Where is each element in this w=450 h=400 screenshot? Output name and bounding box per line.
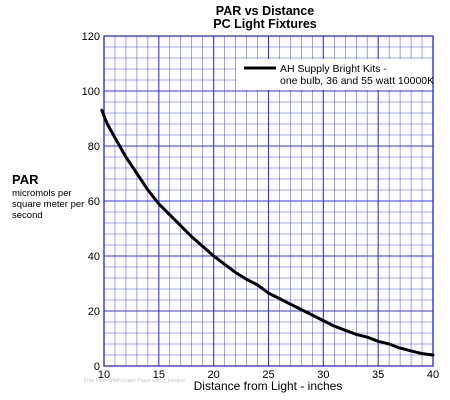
x-tick-label: 20 <box>208 369 220 381</box>
graph-paper-watermark: Free Multi-Width Graph Paper with ... bo… <box>84 378 185 384</box>
y-tick-label: 0 <box>94 361 100 373</box>
series-group <box>100 108 435 357</box>
y-tick-label: 120 <box>82 31 100 43</box>
grid <box>103 35 434 367</box>
x-tick-label: 25 <box>262 369 274 381</box>
legend-label: AH Supply Bright Kits -one bulb, 36 and … <box>280 63 434 87</box>
series-line <box>100 108 435 357</box>
chart-title: PAR vs Distance <box>215 4 315 18</box>
legend: AH Supply Bright Kits -one bulb, 36 and … <box>236 59 434 90</box>
y-tick-label: 100 <box>82 86 100 98</box>
x-tick-label: 30 <box>317 369 329 381</box>
y-tick-label: 80 <box>88 141 100 153</box>
x-tick-label: 40 <box>427 369 439 381</box>
plot-border <box>103 35 434 367</box>
legend-box <box>236 59 432 90</box>
y-tick-label: 20 <box>88 306 100 318</box>
x-tick-label: 15 <box>153 369 165 381</box>
y-axis-units: micromols per square meter per second <box>12 188 85 221</box>
y-tick-label: 40 <box>88 251 100 263</box>
chart-subtitle: PC Light Fixtures <box>213 17 317 31</box>
y-axis-label: PAR <box>12 172 39 187</box>
axis-ticks: 10 15 20 25 30 35 40 0 20 40 60 80 100 120 <box>82 31 439 381</box>
x-axis-label: Distance from Light - inches <box>193 379 343 393</box>
x-tick-label: 35 <box>372 369 384 381</box>
y-tick-label: 60 <box>88 196 100 208</box>
x-tick-label: 10 <box>98 369 110 381</box>
